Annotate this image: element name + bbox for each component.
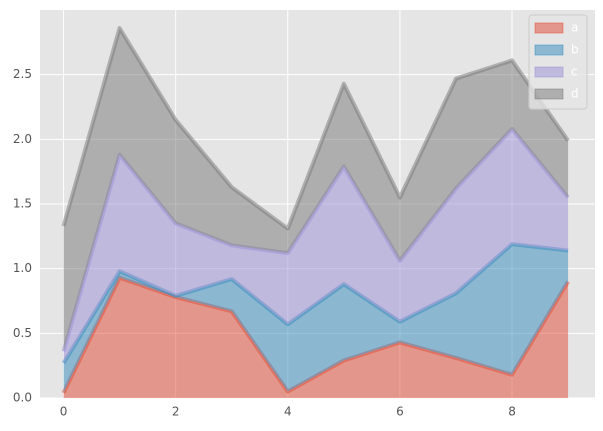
area bbox=[63, 244, 569, 393]
y-tick-label: 1.0 bbox=[13, 261, 32, 275]
area bbox=[63, 277, 569, 398]
legend-label: b bbox=[571, 43, 579, 57]
legend-swatch bbox=[534, 88, 564, 100]
area bbox=[63, 128, 569, 364]
x-tick-label: 4 bbox=[284, 405, 292, 419]
x-tick-label: 6 bbox=[396, 405, 404, 419]
area-edge bbox=[61, 26, 570, 231]
legend-swatch bbox=[534, 22, 564, 34]
x-tick-label: 2 bbox=[172, 405, 180, 419]
legend-swatch bbox=[534, 66, 564, 78]
legend-label: a bbox=[571, 21, 578, 35]
x-tick-label: 0 bbox=[60, 405, 68, 419]
y-tick-label: 2.0 bbox=[13, 132, 32, 146]
y-tick-label: 1.5 bbox=[13, 197, 32, 211]
legend-label: c bbox=[571, 65, 578, 79]
legend-swatch bbox=[534, 44, 564, 56]
legend-label: d bbox=[571, 87, 579, 101]
y-tick-label: 2.5 bbox=[13, 67, 32, 81]
x-tick-label: 8 bbox=[508, 405, 516, 419]
y-tick-label: 0.5 bbox=[13, 326, 32, 340]
legend-box bbox=[528, 14, 588, 110]
y-tick-label: 0.0 bbox=[13, 391, 32, 405]
